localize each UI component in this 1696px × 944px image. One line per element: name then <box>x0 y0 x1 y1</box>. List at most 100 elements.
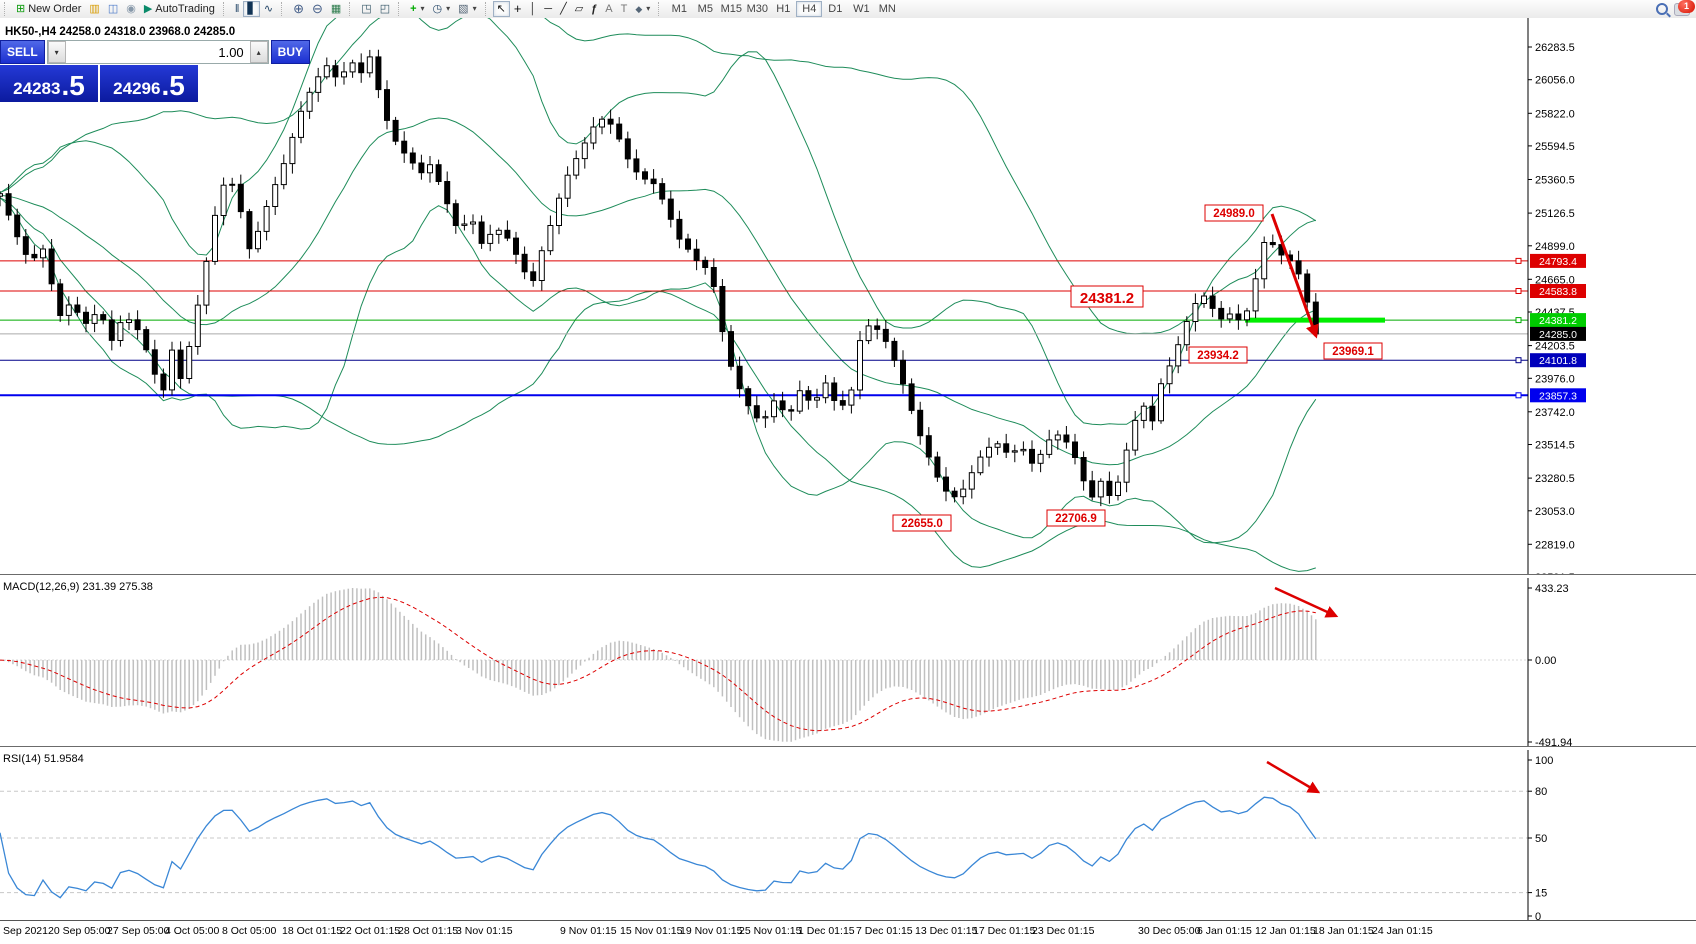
volume-decrease-button[interactable]: ▾ <box>47 41 66 63</box>
vline-icon: │ <box>529 3 537 15</box>
tile-windows-button[interactable]: ▦ <box>327 1 345 17</box>
svg-text:24285.0: 24285.0 <box>1539 329 1577 341</box>
timeframe-m5-button[interactable]: M5 <box>692 1 718 17</box>
toolbar-separator <box>4 2 9 16</box>
sell-price[interactable]: 24283 .5 <box>0 65 98 102</box>
crosshair-tool-button[interactable]: + <box>510 1 526 17</box>
svg-text:25822.0: 25822.0 <box>1535 108 1575 120</box>
macd-panel[interactable]: MACD(12,26,9) 231.39 275.38 433.23 0.00 -4… <box>0 578 1696 746</box>
indicators-window-button[interactable]: ◳ <box>357 1 375 17</box>
text-label-icon: T <box>620 3 628 15</box>
text-icon: A <box>605 3 613 15</box>
line-chart-button[interactable]: ∿ <box>260 1 277 17</box>
zoom-out-button[interactable]: ⊖ <box>308 1 327 17</box>
time-axis-label: 6 Jan 01:15 <box>1197 925 1252 937</box>
svg-text:80: 80 <box>1535 786 1547 798</box>
sell-price-main: 24283 <box>13 79 61 98</box>
notification-badge[interactable]: 1 <box>1678 0 1695 13</box>
autotrading-icon: ▶ <box>143 3 153 15</box>
vertical-line-tool-button[interactable]: │ <box>525 1 540 17</box>
text-tool-button[interactable]: A <box>601 1 616 17</box>
trendline-tool-button[interactable]: ╱ <box>556 1 571 17</box>
navigator-window-button[interactable]: ◰ <box>376 1 394 17</box>
sell-button[interactable]: SELL <box>0 40 45 64</box>
bars-icon: ‖ <box>234 3 240 15</box>
timeframe-d1-button[interactable]: D1 <box>822 1 848 17</box>
svg-text:24203.5: 24203.5 <box>1535 341 1575 353</box>
price-chart-panel[interactable]: 24989.0 24381.2 23934.2 23969.1 22655.0 22706… <box>0 18 1696 574</box>
toolbar-separator <box>349 2 354 16</box>
channel-tool-button[interactable]: ▱ <box>571 1 587 17</box>
buy-price[interactable]: 24296 .5 <box>100 65 198 102</box>
arrows-tool-button[interactable]: ◆ ▾ <box>631 1 654 17</box>
autotrading-label: AutoTrading <box>155 3 215 15</box>
bar-chart-button[interactable]: ‖ <box>231 1 244 17</box>
time-axis-label: 18 Jan 01:15 <box>1313 925 1374 937</box>
rsi-panel[interactable]: RSI(14) 51.9584 100 80 50 15 0 <box>0 750 1696 920</box>
timeframe-w1-button[interactable]: W1 <box>848 1 874 17</box>
time-axis-label: 9 Nov 01:15 <box>560 925 617 937</box>
chart-title: HK50-,H4 24258.0 24318.0 23968.0 24285.0 <box>5 26 236 38</box>
toolbar-separator <box>658 2 663 16</box>
volume-stepper: ▾ ▴ <box>46 40 269 64</box>
svg-text:22819.0: 22819.0 <box>1535 539 1575 551</box>
svg-text:23053.0: 23053.0 <box>1535 506 1575 518</box>
templates-button[interactable]: ▧ ▾ <box>454 1 480 17</box>
timeframe-m1-button[interactable]: M1 <box>666 1 692 17</box>
svg-text:24101.8: 24101.8 <box>1539 355 1577 367</box>
candlestick-chart-button[interactable]: ▋ <box>243 1 260 17</box>
svg-text:22706.9: 22706.9 <box>1055 513 1097 525</box>
svg-text:23514.5: 23514.5 <box>1535 440 1575 452</box>
search-icon[interactable] <box>1656 3 1668 15</box>
volume-input[interactable] <box>65 41 250 63</box>
svg-text:50: 50 <box>1535 833 1547 845</box>
navigator-window-icon: ◰ <box>379 3 391 15</box>
add-indicator-button[interactable]: + ▾ <box>406 1 428 17</box>
toolbar-separator <box>484 2 490 16</box>
zoom-in-button[interactable]: ⊕ <box>289 1 308 17</box>
svg-text:26283.5: 26283.5 <box>1535 42 1575 54</box>
charts-button[interactable]: ▥ <box>85 1 103 17</box>
svg-text:23934.2: 23934.2 <box>1197 350 1239 362</box>
chat-bubble-icon[interactable]: 1 <box>1674 0 1695 16</box>
cursor-tool-button[interactable]: ↖ <box>492 1 510 17</box>
timeframe-m15-button[interactable]: M15 <box>718 1 744 17</box>
buy-button[interactable]: BUY <box>270 40 311 64</box>
sell-price-pip: .5 <box>61 70 85 101</box>
fibonacci-tool-button[interactable]: ƒ <box>587 1 601 17</box>
time-axis-label: 7 Dec 01:15 <box>856 925 913 937</box>
periods-button[interactable]: ◷ ▾ <box>429 1 455 17</box>
template-icon: ▧ <box>458 3 469 15</box>
text-label-tool-button[interactable]: T <box>617 1 632 17</box>
new-order-button[interactable]: ⊞ New Order <box>12 1 85 17</box>
line-chart-icon: ∿ <box>263 3 274 15</box>
svg-text:24899.0: 24899.0 <box>1535 241 1575 253</box>
time-axis-label: 28 Oct 01:15 <box>398 925 459 937</box>
toolbar: ⊞ New Order ▥ ◫ ◉ ▶ AutoTrading ‖ ▋ ∿ ⊕ … <box>0 0 1696 19</box>
horizontal-line-tool-button[interactable]: ─ <box>540 1 556 17</box>
profiles-button[interactable]: ◫ <box>104 1 122 17</box>
timeframe-h1-button[interactable]: H1 <box>770 1 796 17</box>
svg-text:24665.0: 24665.0 <box>1535 274 1575 286</box>
svg-text:-491.94: -491.94 <box>1535 737 1572 746</box>
add-indicator-icon: + <box>410 3 417 15</box>
time-axis-label: 19 Nov 01:15 <box>680 925 743 937</box>
timeframe-mn-button[interactable]: MN <box>874 1 900 17</box>
time-axis-label: 22 Oct 01:15 <box>340 925 401 937</box>
one-click-trading-panel: SELL ▾ ▴ BUY 24283 .5 24296 .5 <box>0 40 311 102</box>
timeframe-m30-button[interactable]: M30 <box>744 1 770 17</box>
time-axis-label: 13 Dec 01:15 <box>915 925 978 937</box>
time-axis-label: 18 Oct 01:15 <box>282 925 343 937</box>
svg-text:0.00: 0.00 <box>1535 655 1556 667</box>
timeframe-h4-button[interactable]: H4 <box>796 1 823 17</box>
cursor-icon: ↖ <box>496 3 506 15</box>
svg-text:25594.5: 25594.5 <box>1535 141 1575 153</box>
svg-text:24381.2: 24381.2 <box>1080 290 1134 307</box>
trendline-icon: ╱ <box>560 3 567 15</box>
time-axis-label: 8 Oct 05:00 <box>222 925 277 937</box>
new-order-icon: ⊞ <box>16 3 26 15</box>
volume-increase-button[interactable]: ▴ <box>249 41 268 63</box>
signals-button[interactable]: ◉ <box>122 1 140 17</box>
svg-text:433.23: 433.23 <box>1535 583 1569 595</box>
autotrading-button[interactable]: ▶ AutoTrading <box>140 1 219 17</box>
